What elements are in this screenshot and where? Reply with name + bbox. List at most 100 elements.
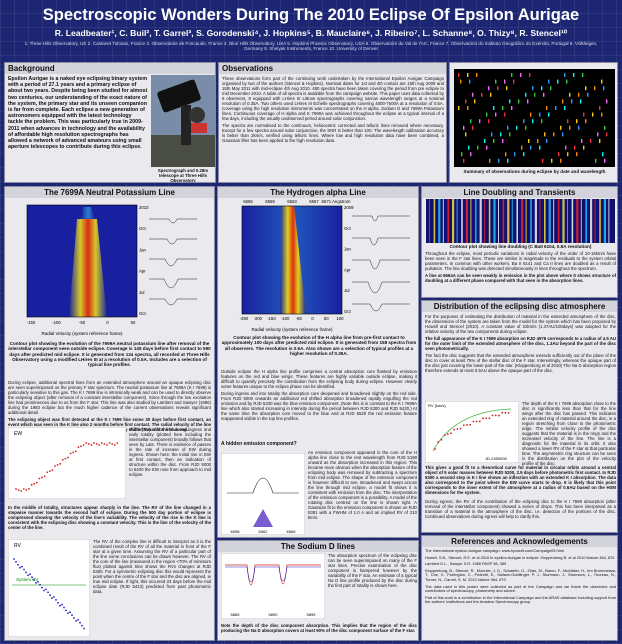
observation-bar [502, 139, 504, 143]
line-streak [539, 199, 541, 243]
line-streak [511, 199, 513, 243]
observation-bar [587, 92, 589, 97]
observation-bar [520, 73, 522, 77]
data-point [71, 614, 73, 616]
data-point [64, 457, 67, 460]
tick-label: Apr [344, 267, 351, 272]
observation-bar [474, 99, 476, 104]
observation-bar [477, 145, 479, 150]
data-point [108, 442, 111, 444]
observation-bar [592, 112, 594, 117]
line-streak [530, 199, 532, 243]
data-point [80, 445, 82, 447]
observation-bar [604, 158, 606, 163]
potassium-contour: 2010 Oct Jan Apr Jul Oct -150 -100 -50 0 50 Radial… [27, 204, 197, 336]
paragraph: The fact the disc suggests that the exte… [425, 353, 617, 373]
observation-bar [548, 112, 550, 117]
observation-bar [490, 92, 492, 97]
tick-label: 100 [336, 316, 344, 321]
rect [157, 79, 201, 113]
data-point [59, 604, 61, 607]
data-point [65, 609, 67, 612]
observation-bar [553, 132, 555, 137]
observation-bar [569, 125, 571, 130]
data-point [501, 411, 504, 414]
potassium-panel: The 7699A Neutral Potassium Line 2010 Oct… [4, 186, 215, 641]
data-point [85, 442, 88, 444]
references-text: The international epsilon Aurigae campai… [425, 548, 616, 607]
data-point [498, 414, 500, 417]
observation-bar [513, 79, 515, 84]
data-point [33, 579, 35, 581]
observation-bar [525, 92, 527, 97]
emission-inset: 6558 6562 6566 [221, 453, 305, 535]
observation-bar [564, 106, 566, 110]
paragraph: Lambert D.L., Sawyer S.R. 1986 PASP 98, … [425, 561, 507, 567]
data-point [25, 571, 27, 574]
line-streak [557, 199, 560, 243]
path [225, 564, 321, 586]
data-point [95, 443, 98, 445]
observation-bar [481, 92, 483, 97]
observation-bar [573, 73, 575, 77]
observation-bar [500, 132, 502, 137]
tick-label: Oct [139, 226, 146, 231]
observation-bar [491, 132, 493, 137]
path [225, 566, 321, 583]
line-streak [461, 199, 463, 243]
observation-bar [502, 106, 504, 110]
tick-label: 50 [131, 320, 136, 325]
sodium-panel: The Sodium D lines 5885 5890 5895 The abso… [217, 540, 419, 641]
g [13, 558, 85, 630]
sodium-plot: 5885 5890 5895 [221, 553, 325, 619]
line-streak [594, 199, 596, 243]
observation-bar [534, 92, 536, 97]
heading: The 7699A Neutral Potassium Line [5, 187, 214, 198]
data-point [450, 432, 452, 435]
observation-bar [595, 158, 597, 163]
data-point [43, 475, 46, 478]
observation-bar [560, 158, 562, 163]
observation-bar [581, 139, 583, 143]
data-point [27, 574, 29, 577]
observation-bar [506, 86, 508, 91]
data-point [82, 444, 85, 446]
data-point [38, 477, 41, 480]
line-streak [452, 199, 455, 243]
tick-label: -50 [79, 320, 86, 325]
data-point [443, 434, 446, 437]
observation-bar [529, 73, 531, 77]
lower-text: In the middle of totality, structures ap… [8, 505, 211, 530]
line-streak [475, 199, 477, 243]
tick-label: -250 [240, 316, 249, 321]
observation-bar [599, 139, 601, 143]
line-streak [603, 199, 606, 243]
path [352, 237, 410, 246]
g: 6555 6559 6563 6567 6571 Angstrom [243, 199, 351, 204]
summary-panel: Summary of observations during eclipse b… [449, 62, 618, 183]
rect [8, 539, 90, 637]
path [149, 278, 197, 289]
observation-bar [472, 92, 474, 97]
observation-bar [486, 112, 488, 117]
observation-bar [479, 119, 481, 124]
line-streak [470, 199, 472, 243]
line-streak [429, 199, 430, 243]
observation-bar [557, 79, 559, 84]
heading: The Sodium D lines [218, 541, 418, 552]
data-point [35, 582, 37, 584]
caption: Contour plot showing the evolution of th… [221, 335, 417, 356]
data-point [67, 456, 69, 459]
observation-bar [541, 86, 543, 91]
observation-bar [539, 112, 541, 117]
data-point [17, 489, 20, 491]
paragraph: For the purposes of estimating the distr… [425, 314, 616, 334]
observation-bar [458, 106, 460, 110]
data-point [61, 458, 64, 461]
observation-bar [546, 106, 548, 110]
data-point [61, 603, 63, 606]
caption: Summary of observations during eclipse b… [463, 169, 606, 174]
data-point [33, 482, 36, 485]
tick-label: Apr [139, 269, 146, 274]
tick-label: -100 [281, 316, 290, 321]
